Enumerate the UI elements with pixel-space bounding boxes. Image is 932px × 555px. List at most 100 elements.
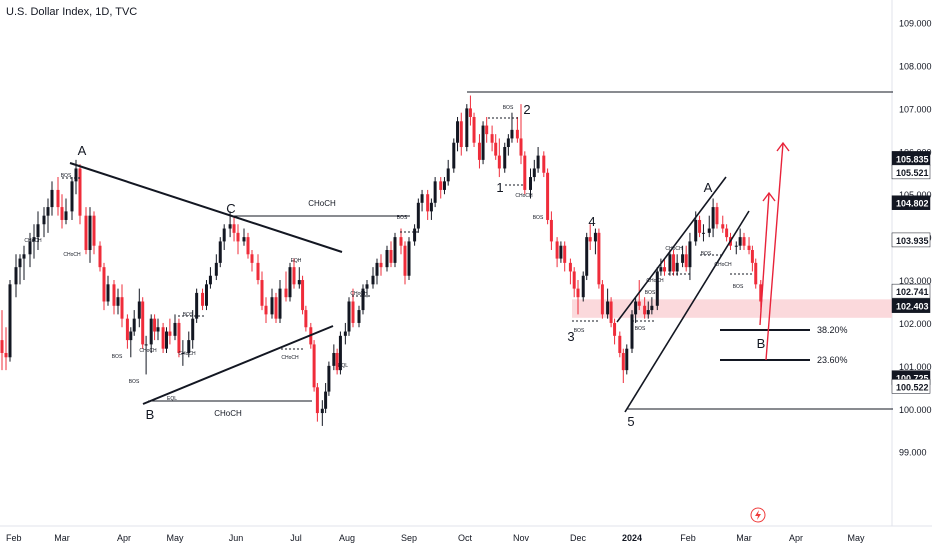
structure-label: CHoCH <box>63 252 81 258</box>
y-tick-label: 100.000 <box>899 405 932 415</box>
price-badge-label: 100.725 <box>896 374 929 384</box>
structure-label: BOS <box>112 354 123 360</box>
candle-body <box>646 310 650 315</box>
candle-body <box>288 267 292 298</box>
candle-body <box>173 322 177 336</box>
price-badge <box>891 232 931 248</box>
candle-body <box>576 288 580 298</box>
candle-body <box>747 245 751 250</box>
candle-body <box>630 314 634 349</box>
candle-body <box>510 129 514 139</box>
candle-body <box>668 254 672 272</box>
y-tick-label: 105.000 <box>899 190 932 200</box>
candle-body <box>563 245 567 263</box>
candle-body <box>50 189 54 208</box>
candle-body <box>477 142 481 160</box>
candle-body <box>232 224 236 233</box>
candle-body <box>304 310 308 328</box>
candle-body <box>593 232 597 242</box>
structure-label: BOS <box>645 290 656 296</box>
structure-label: CHoCH <box>515 193 533 199</box>
candle-body <box>597 232 601 285</box>
candle-body <box>536 155 540 169</box>
candle-body <box>343 331 347 336</box>
candle-body <box>338 335 342 371</box>
candle-body <box>663 267 667 272</box>
candle-body <box>426 194 430 212</box>
structure-label: CHoCH <box>214 409 242 418</box>
candle-body <box>116 297 120 306</box>
candle-body <box>609 301 613 323</box>
projection-arrow-line <box>759 192 770 326</box>
candle-body <box>393 237 397 263</box>
candle-body <box>84 215 88 250</box>
candle-body <box>32 237 36 242</box>
structure-label: BOS <box>574 328 585 334</box>
price-badge-label: 105.835 <box>896 154 929 164</box>
candle-body <box>385 250 389 268</box>
y-tick-label: 103.000 <box>899 276 932 286</box>
candle-body <box>407 241 411 276</box>
structure-label: BOS <box>61 173 72 179</box>
candle-body <box>120 297 124 319</box>
candle-body <box>4 352 8 358</box>
candle-body <box>46 207 50 216</box>
candle-body <box>675 262 679 272</box>
candle-body <box>721 224 725 229</box>
candle-body <box>187 340 191 353</box>
candle-body <box>264 305 268 315</box>
candle-body <box>284 288 288 298</box>
wave-label: 5 <box>627 414 634 429</box>
candle-body <box>361 288 365 311</box>
candle-body <box>335 352 339 371</box>
candle-body <box>222 228 226 242</box>
candle-body <box>529 177 532 190</box>
triangle-upper-line <box>69 162 343 253</box>
candle-body <box>600 284 604 315</box>
candle-body <box>98 245 102 268</box>
candle-body <box>256 262 260 281</box>
candle-body <box>413 228 417 242</box>
x-tick-label: Jul <box>290 533 302 543</box>
candle-body <box>459 121 463 148</box>
candle-body <box>149 318 153 345</box>
chart-title: U.S. Dollar Index, 1D, TVC <box>6 6 138 18</box>
candle-body <box>468 108 472 117</box>
wave-label: C <box>226 201 235 216</box>
y-tick-label: 107.000 <box>899 104 932 114</box>
x-tick-label: May <box>166 533 184 543</box>
candle-body <box>112 284 116 306</box>
price-badge-label: 104.802 <box>896 199 929 209</box>
candle-body <box>56 189 60 208</box>
candle-body <box>324 391 328 409</box>
candle-body <box>472 116 476 143</box>
lightning-icon <box>755 510 761 520</box>
candle-body <box>278 288 282 319</box>
candle-body <box>297 280 301 285</box>
candle-body <box>64 211 68 220</box>
structure-label: CHoCH <box>350 291 368 297</box>
structure-label: CHoCH <box>308 199 336 208</box>
candle-body <box>759 284 763 302</box>
candle-body <box>606 301 610 315</box>
candle-body <box>625 348 629 371</box>
candle-body <box>613 322 617 336</box>
structure-label: BOS <box>701 251 712 257</box>
candle-body <box>102 267 106 302</box>
candle-body <box>711 207 715 229</box>
candle-body <box>650 305 654 311</box>
candle-body <box>494 142 498 156</box>
x-tick-label: Sep <box>401 533 417 543</box>
candle-body <box>734 245 738 247</box>
candle-body <box>161 327 165 349</box>
candle-body <box>132 318 136 332</box>
candle-body <box>681 254 685 263</box>
wave-label: B <box>146 407 155 422</box>
candle-body <box>168 331 172 336</box>
candle-body <box>301 280 305 311</box>
wave-label: B <box>757 336 766 351</box>
price-badge <box>891 283 931 299</box>
candle-body <box>320 408 324 414</box>
structure-label: EQL <box>167 396 177 402</box>
x-tick-label: Oct <box>458 533 473 543</box>
